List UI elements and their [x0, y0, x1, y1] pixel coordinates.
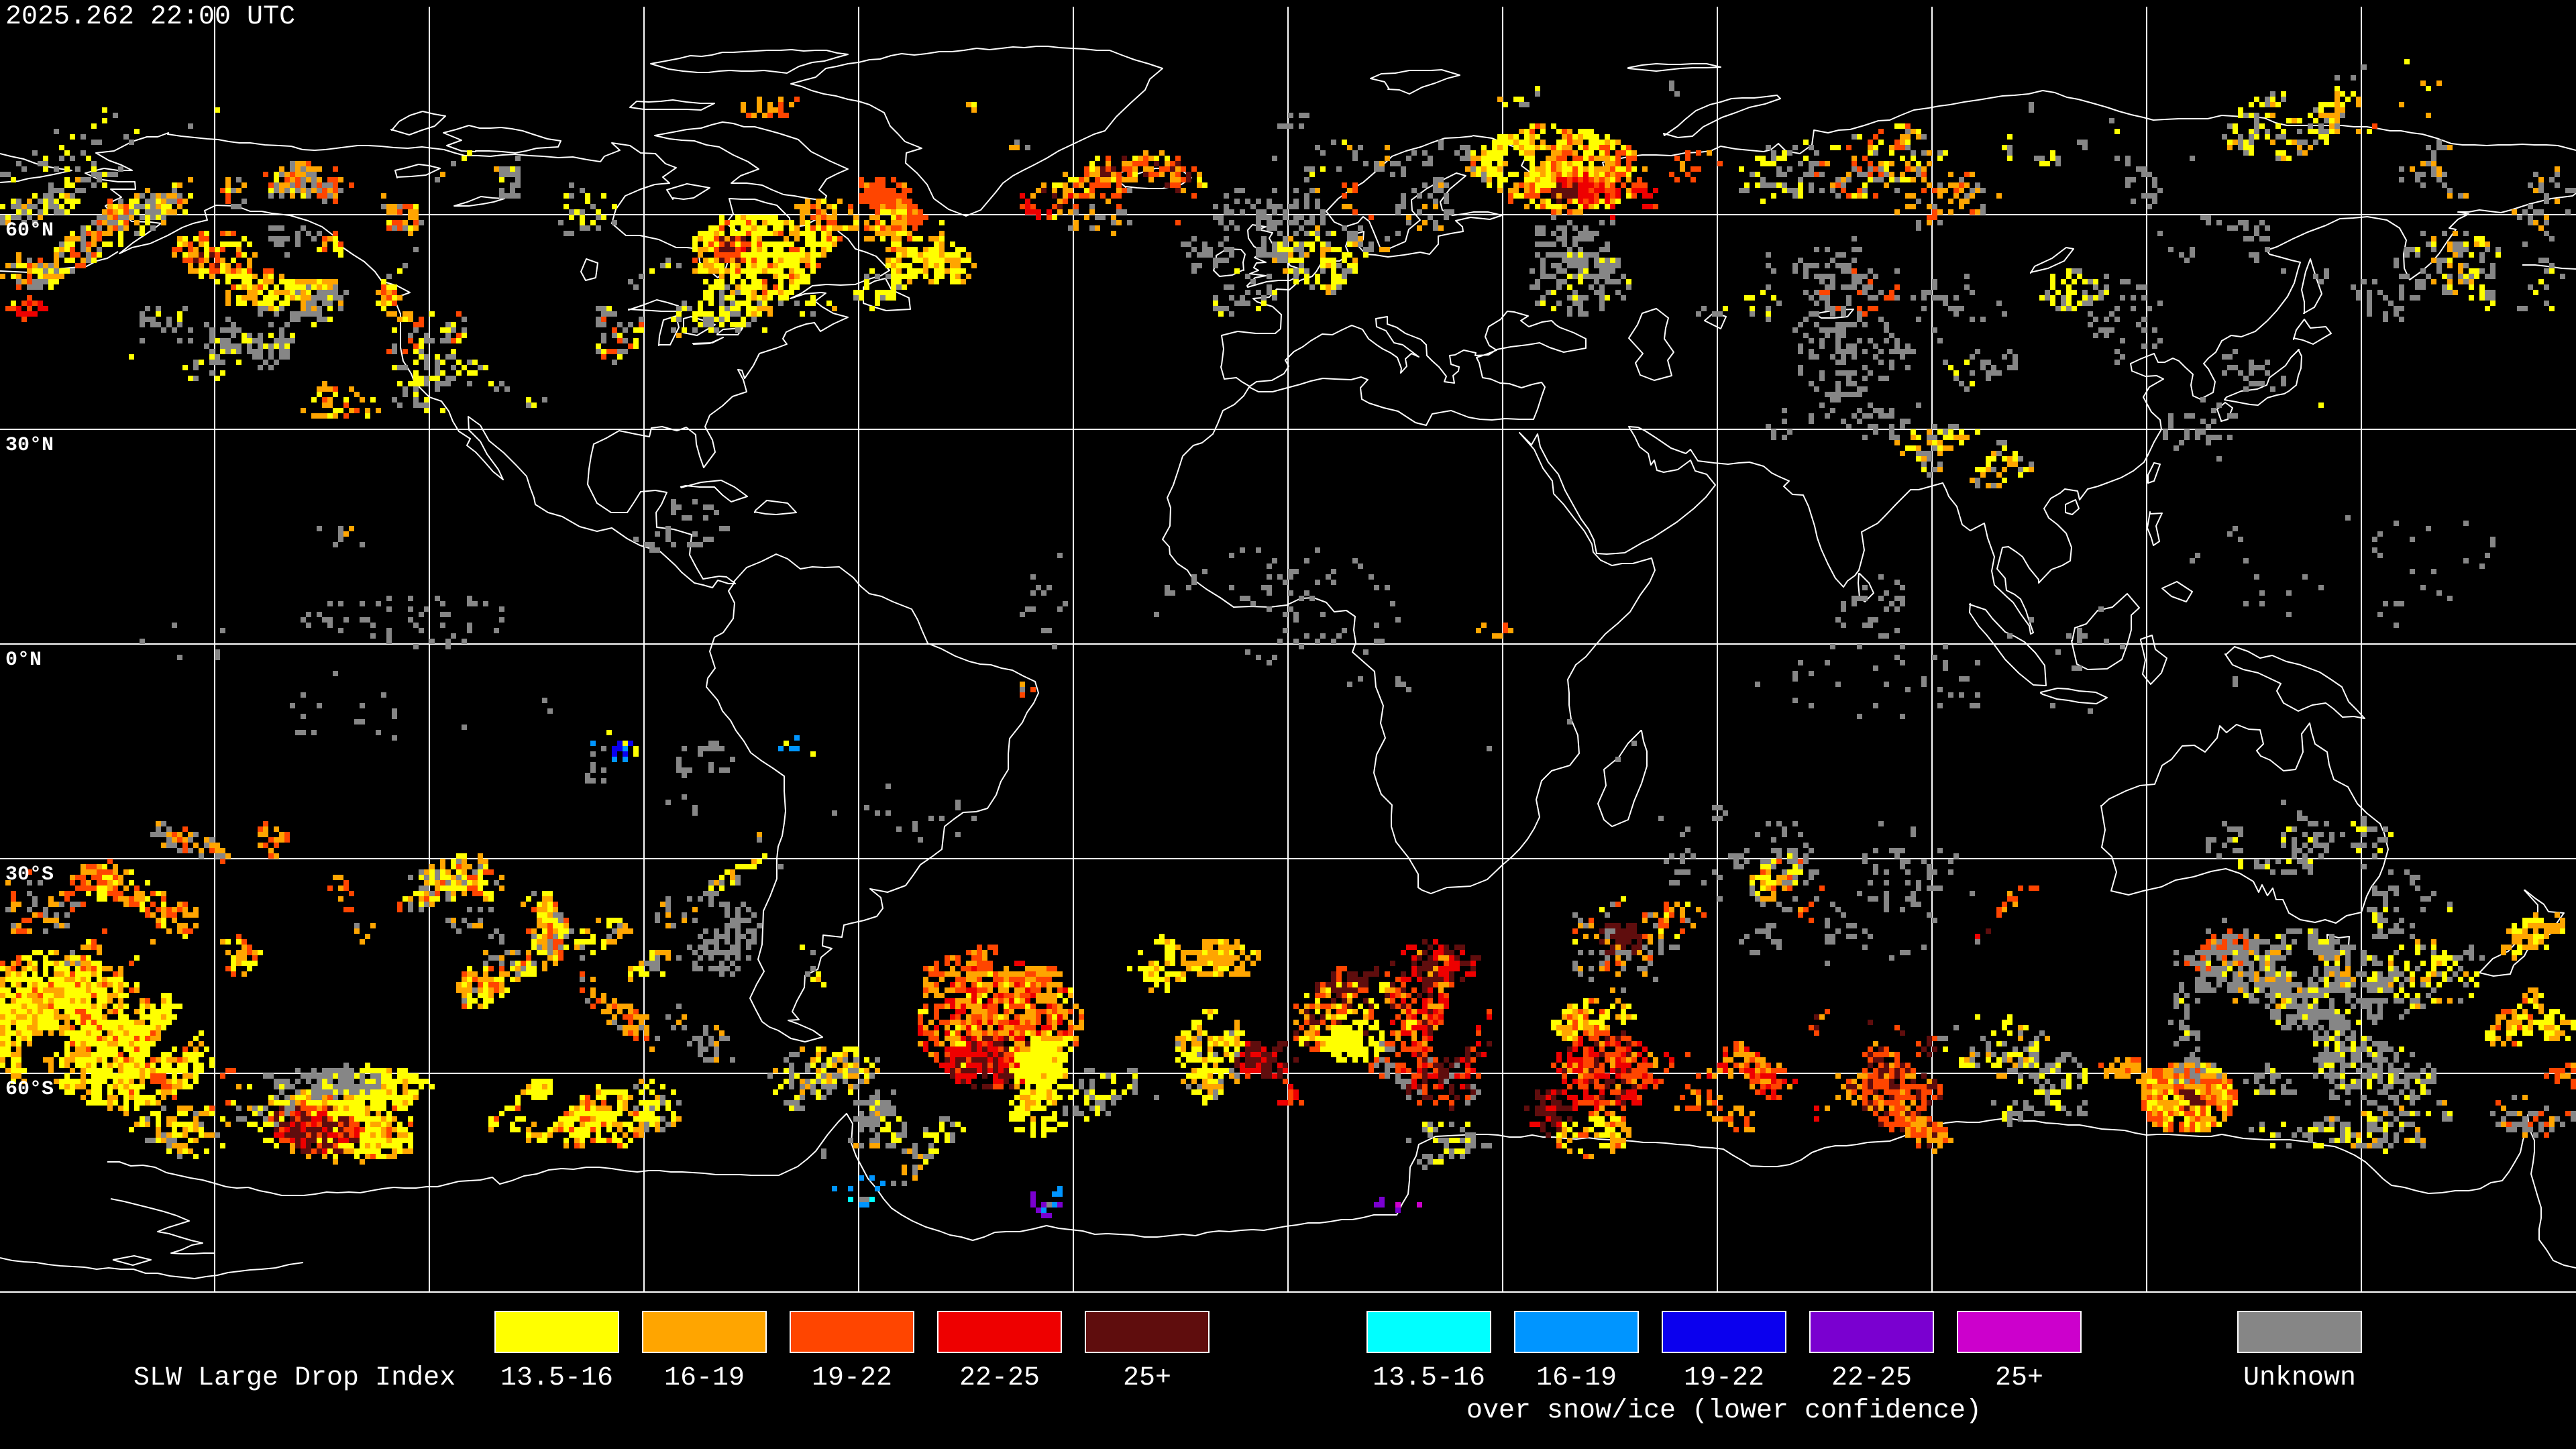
svg-text:60°N: 60°N: [5, 219, 54, 242]
svg-text:16-19: 16-19: [664, 1363, 745, 1393]
svg-text:19-22: 19-22: [812, 1363, 892, 1393]
svg-text:30°S: 30°S: [5, 863, 54, 886]
svg-text:SLW Large Drop Index: SLW Large Drop Index: [133, 1363, 455, 1393]
svg-text:Unknown: Unknown: [2243, 1363, 2356, 1393]
svg-text:19-22: 19-22: [1684, 1363, 1764, 1393]
svg-text:over snow/ice (lower confidenc: over snow/ice (lower confidence): [1466, 1396, 1982, 1426]
svg-text:30°N: 30°N: [5, 434, 54, 457]
svg-text:13.5-16: 13.5-16: [500, 1363, 613, 1393]
svg-text:2025.262 22:00 UTC: 2025.262 22:00 UTC: [5, 2, 295, 32]
svg-text:22-25: 22-25: [1831, 1363, 1912, 1393]
svg-text:60°S: 60°S: [5, 1078, 54, 1101]
svg-text:16-19: 16-19: [1536, 1363, 1617, 1393]
svg-text:13.5-16: 13.5-16: [1373, 1363, 1485, 1393]
svg-text:25+: 25+: [1995, 1363, 2043, 1393]
svg-text:0°N: 0°N: [5, 649, 42, 672]
svg-text:22-25: 22-25: [959, 1363, 1040, 1393]
svg-text:25+: 25+: [1123, 1363, 1171, 1393]
